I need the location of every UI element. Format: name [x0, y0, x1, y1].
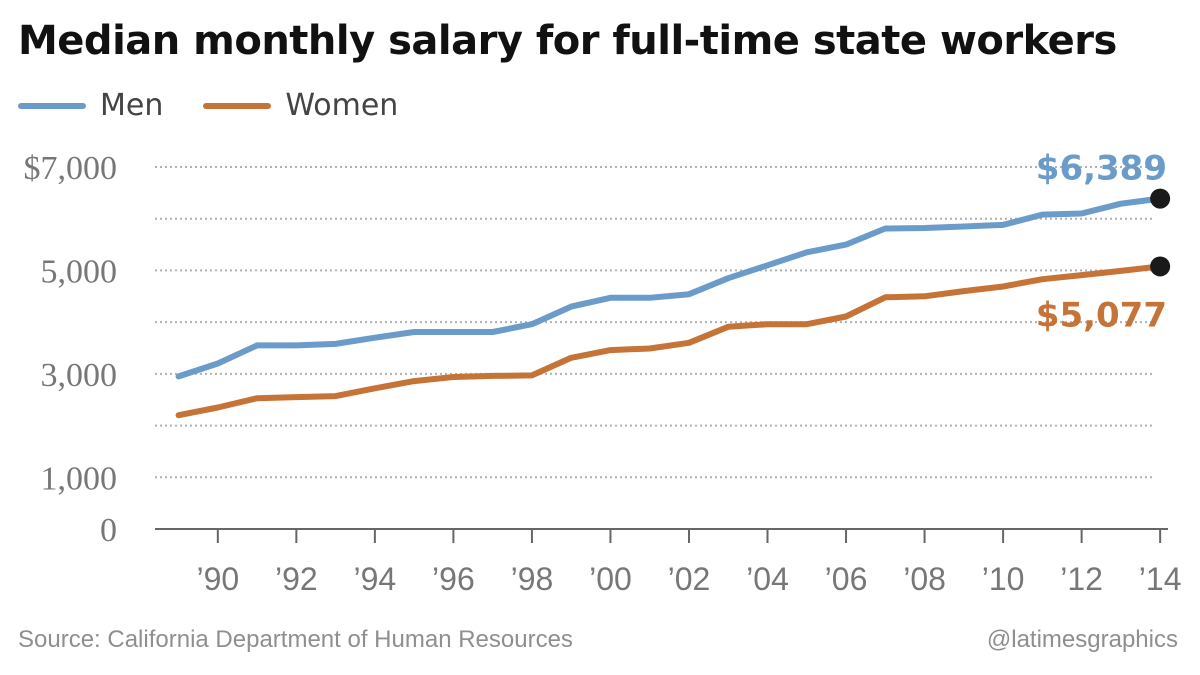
x-tick-label-2002: ’02	[668, 561, 711, 597]
y-tick-label-0: 0	[100, 512, 117, 549]
y-tick-label-5000: 5,000	[41, 253, 118, 290]
source-note: Source: California Department of Human R…	[18, 626, 573, 653]
x-tick-label-1990: ’90	[196, 561, 239, 597]
x-tick-label-1994: ’94	[354, 561, 397, 597]
chart-title: Median monthly salary for full-time stat…	[18, 18, 1117, 64]
y-axis-tick-labels: 0 1,000 3,000 5,000 $7,000	[24, 150, 118, 549]
end-markers: $6,389 $5,077	[1036, 149, 1171, 335]
x-tick-label-2004: ’04	[746, 561, 789, 597]
series-line-women	[175, 263, 1164, 419]
credit-note: @latimesgraphics	[986, 626, 1178, 653]
x-axis: ’90 ’92 ’94 ’96 ’98 ’00 ’02 ’04 ’06 ’08 ’10 ’12 ’14	[155, 528, 1182, 597]
legend-label-men: Men	[100, 88, 164, 123]
legend-label-women: Women	[285, 88, 399, 123]
x-tick-label-2006: ’06	[825, 561, 868, 597]
end-marker-women	[1150, 256, 1171, 277]
x-tick-label-1998: ’98	[511, 561, 554, 597]
legend-swatch-men	[18, 102, 86, 109]
x-tick-label-2014: ’14	[1139, 561, 1182, 597]
legend-swatch-women	[203, 102, 272, 109]
x-tick-label-2000: ’00	[589, 561, 632, 597]
x-tick-label-1992: ’92	[275, 561, 318, 597]
legend-item-men: Men	[18, 88, 163, 123]
gridlines	[155, 166, 1154, 479]
series-line-men	[175, 195, 1164, 380]
x-tick-label-2010: ’10	[982, 561, 1025, 597]
y-tick-label-3000: 3,000	[41, 357, 118, 394]
y-tick-label-1000: 1,000	[41, 460, 118, 497]
end-label-women: $5,077	[1036, 295, 1167, 335]
end-marker-men	[1150, 188, 1171, 209]
y-tick-label-7000: $7,000	[24, 150, 118, 187]
series-lines	[175, 195, 1164, 419]
x-tick-label-2012: ’12	[1060, 561, 1103, 597]
end-label-men: $6,389	[1036, 149, 1167, 189]
legend-item-women: Women	[203, 88, 398, 123]
x-tick-label-2008: ’08	[903, 561, 946, 597]
legend: Men Women	[18, 88, 438, 123]
x-tick-label-1996: ’96	[432, 561, 475, 597]
